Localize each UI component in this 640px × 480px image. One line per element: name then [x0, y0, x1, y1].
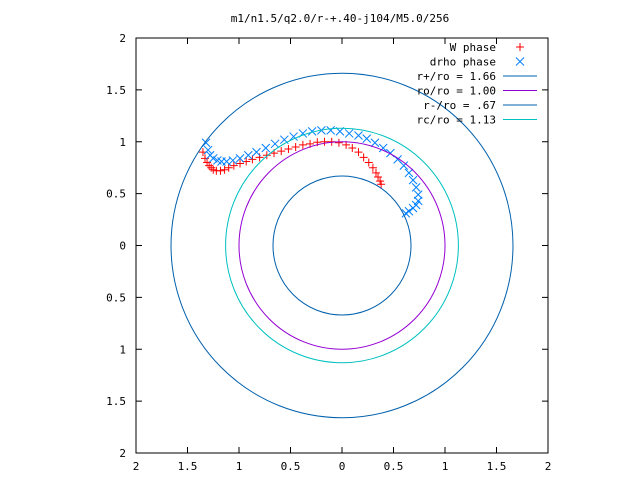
- data-point: [243, 150, 253, 160]
- data-point: [354, 148, 363, 157]
- circle-series-6: [225, 127, 459, 364]
- data-point: [224, 163, 233, 172]
- data-point: [220, 165, 229, 174]
- x-tick-label: 0: [339, 460, 346, 473]
- data-point: [216, 166, 225, 175]
- data-point: [235, 153, 245, 163]
- x-tick-label: 1: [442, 460, 449, 473]
- chart-title: m1/n1.5/q2.0/r-+.40-j104/M5.0/256: [231, 12, 450, 25]
- legend-entry: r-/ro = .67: [423, 99, 537, 112]
- data-point: [248, 155, 257, 164]
- data-point: [307, 127, 317, 136]
- series-6: [225, 127, 459, 364]
- data-point: [371, 168, 380, 177]
- x-tick-label: 0.5: [384, 460, 404, 473]
- y-tick-label: 1.5: [106, 84, 126, 97]
- legend-label: drho phase: [430, 56, 496, 69]
- data-point: [291, 142, 300, 151]
- legend-entry: drho phase: [430, 56, 525, 69]
- data-point: [368, 163, 377, 172]
- data-point: [289, 132, 298, 141]
- legend-entry: r+/ro = 1.66: [417, 70, 537, 83]
- data-point: [205, 161, 214, 170]
- data-point: [370, 138, 380, 148]
- data-point: [320, 137, 329, 146]
- data-point: [261, 143, 271, 153]
- x-tick-label: 2: [133, 460, 140, 473]
- data-point: [374, 173, 383, 182]
- x-tick-label: 2: [545, 460, 552, 473]
- data-point: [401, 208, 411, 218]
- legend-label: r-/ro = .67: [423, 99, 496, 112]
- data-point: [326, 125, 336, 135]
- data-point: [298, 140, 307, 149]
- series-2: [201, 125, 423, 218]
- data-point: [359, 153, 368, 162]
- x-tick-label: 1: [236, 460, 243, 473]
- data-point: [270, 139, 280, 149]
- data-point: [236, 159, 245, 168]
- x-tick-label: 1.5: [487, 460, 507, 473]
- series-3: [170, 72, 514, 419]
- data-point: [229, 161, 238, 170]
- legend-label: ro/ro = 1.00: [417, 85, 496, 98]
- legend-entry: W phase: [450, 41, 524, 54]
- data-point: [348, 143, 357, 152]
- data-point: [284, 145, 293, 154]
- circle-series-4: [238, 141, 446, 350]
- legend-entry: rc/ro = 1.13: [417, 114, 537, 127]
- circle-series-5: [272, 175, 412, 316]
- data-point: [362, 134, 372, 143]
- x-tick-label: 0.5: [281, 460, 301, 473]
- legend-entry: ro/ro = 1.00: [417, 85, 537, 98]
- data-point: [262, 151, 271, 160]
- data-point: [228, 156, 238, 165]
- legend-label: W phase: [450, 41, 496, 54]
- legend-marker-swatch: [516, 43, 524, 51]
- data-point: [408, 175, 418, 185]
- y-tick-label: 1.5: [106, 395, 126, 408]
- y-tick-label: 1: [119, 136, 126, 149]
- data-point: [377, 180, 386, 189]
- ticks-layer: 2 1.5 1 0.5 0 0.5 1 1.5 221.510.500.511.52: [106, 32, 551, 473]
- data-point: [207, 163, 216, 172]
- y-tick-label: 2: [119, 447, 126, 460]
- data-point: [208, 153, 218, 163]
- y-tick-label: 1: [119, 343, 126, 356]
- data-point: [201, 154, 210, 163]
- data-point: [344, 129, 354, 138]
- data-point: [354, 131, 363, 140]
- y-tick-label: 2: [119, 32, 126, 45]
- series-layer: [170, 72, 514, 419]
- x-tick-label: 1.5: [178, 460, 198, 473]
- data-point: [334, 138, 343, 147]
- data-point: [203, 145, 213, 155]
- data-point: [252, 147, 261, 157]
- series-1: [198, 137, 386, 189]
- y-tick-label: 0.5: [106, 188, 126, 201]
- circle-series-3: [170, 72, 514, 419]
- y-tick-label: 0: [119, 240, 126, 253]
- legend-marker-swatch: [515, 57, 525, 66]
- series-5: [272, 175, 412, 316]
- legend-label: r+/ro = 1.66: [417, 70, 496, 83]
- data-point: [408, 203, 418, 213]
- data-point: [378, 143, 388, 153]
- data-point: [411, 183, 421, 192]
- data-point: [413, 190, 423, 200]
- legend-label: rc/ro = 1.13: [417, 114, 496, 127]
- data-point: [413, 196, 423, 206]
- data-point: [364, 158, 373, 167]
- data-point: [277, 147, 286, 156]
- y-tick-label: 0.5: [106, 291, 126, 304]
- series-4: [238, 141, 446, 350]
- data-point: [404, 168, 414, 178]
- data-point: [399, 161, 409, 170]
